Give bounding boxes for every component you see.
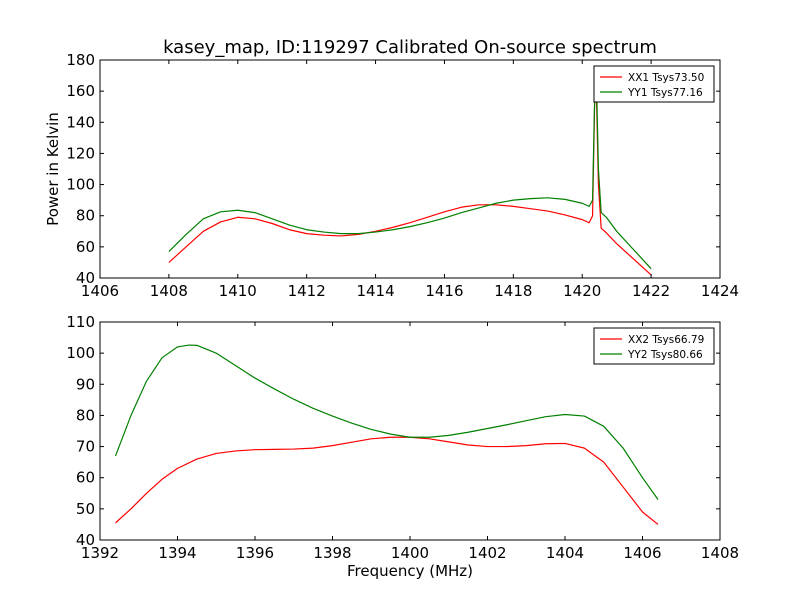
- p1-legend-entry: XX2 Tsys66.79: [628, 334, 704, 346]
- p0-y-tick-label: 180: [66, 51, 95, 69]
- p0-series-line-yy1: [168, 65, 652, 270]
- p0-y-tick-label: 160: [66, 82, 95, 100]
- p0-x-tick-label: 1408: [150, 282, 188, 300]
- p1-series-line-xx2: [115, 436, 659, 525]
- p1-x-tick-label: 1404: [546, 544, 584, 562]
- p1-legend: XX2 Tsys66.79 YY2 Tsys80.66: [593, 327, 715, 365]
- p1-y-tick-label: 50: [76, 500, 95, 518]
- p0-x-tick-label: 1412: [288, 282, 326, 300]
- p1-y-tick-label: 80: [76, 406, 95, 424]
- lower-spectrum-panel: 1392 1394 1396 1398 1400 1402 1404 1406 1408 40 50…: [66, 313, 739, 580]
- p1-y-tick-label: 100: [66, 344, 95, 362]
- p0-x-tick-label: 1424: [701, 282, 739, 300]
- p1-x-tick-label: 1394: [158, 544, 196, 562]
- p1-x-tick-label: 1392: [81, 544, 119, 562]
- p1-y-tick-label: 40: [76, 531, 95, 549]
- p0-y-tick-label: 100: [66, 176, 95, 194]
- p1-x-tick-label: 1406: [623, 544, 661, 562]
- p0-x-tick-label: 1418: [494, 282, 532, 300]
- p0-axes-frame: [99, 59, 721, 279]
- p1-legend-entry: YY2 Tsys80.66: [627, 349, 703, 361]
- upper-spectrum-panel: 1406 1408 1410 1412 1414 1416 1418 1420 1422 1424…: [44, 51, 739, 300]
- p0-x-tick-label: 1420: [563, 282, 601, 300]
- p1-legend-box: [593, 327, 715, 365]
- p1-y-tick-label: 70: [76, 438, 95, 456]
- p1-y-tick-label: 110: [66, 313, 95, 331]
- p1-x-tick-label: 1402: [468, 544, 506, 562]
- p0-x-tick-label: 1422: [632, 282, 670, 300]
- p0-legend-entry: XX1 Tsys73.50: [628, 72, 704, 84]
- p0-y-axis-label: Power in Kelvin: [44, 112, 62, 226]
- p0-y-tick-label: 140: [66, 113, 95, 131]
- p0-x-tick-label: 1410: [219, 282, 257, 300]
- p0-y-tick-label: 80: [76, 207, 95, 225]
- figure-title: kasey_map, ID:119297 Calibrated On-sourc…: [163, 37, 657, 58]
- p0-legend-entry: YY1 Tsys77.16: [627, 87, 703, 99]
- p1-series-line-yy2: [114, 344, 659, 500]
- p1-x-tick-label: 1400: [391, 544, 429, 562]
- p0-x-tick-label: 1406: [81, 282, 119, 300]
- p0-series-line-xx1: [168, 65, 652, 276]
- p1-x-axis-label: Frequency (MHz): [347, 562, 473, 580]
- p0-legend-box: [593, 65, 715, 103]
- p1-x-tick-label: 1408: [701, 544, 739, 562]
- p1-x-tick-label: 1398: [313, 544, 351, 562]
- p0-legend: XX1 Tsys73.50 YY1 Tsys77.16: [593, 65, 715, 103]
- p0-y-tick-label: 40: [76, 269, 95, 287]
- p1-y-tick-label: 90: [76, 375, 95, 393]
- p1-x-tick-label: 1396: [236, 544, 274, 562]
- p0-y-tick-label: 120: [66, 144, 95, 162]
- p0-x-tick-label: 1416: [425, 282, 463, 300]
- p0-x-tick-label: 1414: [356, 282, 394, 300]
- p1-y-tick-label: 60: [76, 469, 95, 487]
- p0-y-tick-label: 60: [76, 238, 95, 256]
